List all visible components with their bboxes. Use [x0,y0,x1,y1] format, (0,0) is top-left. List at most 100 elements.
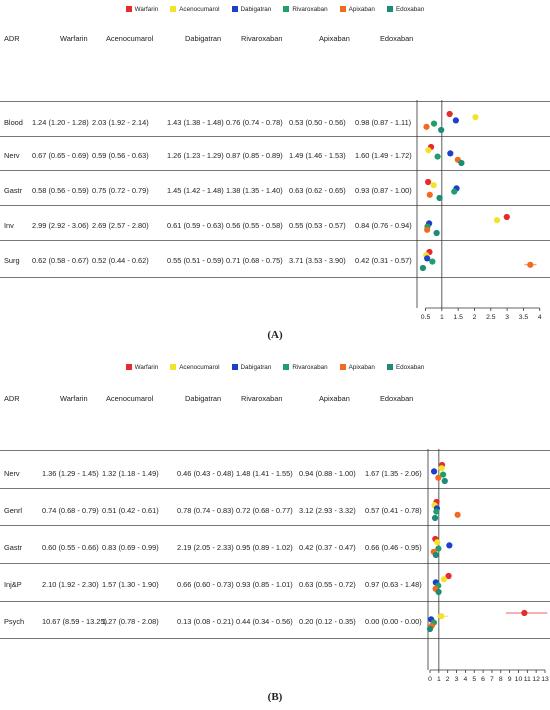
x-tick-label: 5 [472,676,476,683]
column-header: Warfarin [60,394,88,403]
table-cell: 2.69 (2.57 - 2.80) [92,221,149,230]
legend-item-acenocumarol: Acenocumarol [170,360,220,374]
column-header: Apixaban [319,394,350,403]
table-cell: 1.27 (0.78 - 2.08) [102,617,159,626]
legend-label: Rivaroxaban [292,5,328,13]
legend-label: Edoxaban [395,5,425,13]
column-header: Apixaban [319,34,350,43]
table-cell: 1.60 (1.49 - 1.72) [355,151,412,160]
data-point-rivaroxaban [439,471,447,478]
row-label: Genrl [4,506,23,515]
row-label: Inj&P [4,580,22,589]
data-point-apixaban [454,511,461,518]
panel-a: Warfarin Acenocumarol Dabigatran Rivaroxaba… [0,0,550,350]
table-cell: 0.42 (0.37 - 0.47) [299,543,356,552]
table-cell: 0.63 (0.55 - 0.72) [299,580,356,589]
table-cell: 1.32 (1.18 - 1.49) [102,469,159,478]
x-tick-label: 1 [440,314,444,321]
legend-item-apixaban: Apixaban [339,360,375,374]
table-cell: 0.76 (0.74 - 0.78) [226,118,283,127]
x-tick-label: 1 [437,676,441,683]
row-separator [0,525,550,526]
column-header: Rivaroxaban [241,394,283,403]
table-cell: 0.66 (0.46 - 0.95) [365,543,422,552]
data-point-rivaroxaban [429,258,436,265]
row-label: Nerv [4,469,20,478]
row-separator [0,563,550,564]
legend-item-warfarin: Warfarin [125,2,159,16]
legend-item-edoxaban: Edoxaban [386,360,424,374]
column-header: ADR [4,394,20,403]
x-tick-label: 10 [515,676,523,683]
table-cell: 0.57 (0.41 - 0.78) [365,506,422,515]
legend-swatch [339,364,346,370]
legend-swatch [386,6,393,12]
row-label: Gastr [4,543,23,552]
legend-swatch [386,364,393,370]
x-tick-label: 0.5 [421,314,431,321]
data-point-warfarin [445,572,452,580]
table-cell: 10.67 (8.59 - 13.25) [42,617,107,626]
x-tick-label: 2.5 [486,314,496,321]
table-cell: 0.95 (0.89 - 1.02) [236,543,293,552]
legend-swatch [125,364,132,370]
x-tick-label: 4 [463,676,467,683]
legend-swatch [283,6,290,12]
x-tick-label: 12 [532,676,540,683]
x-tick-label: 6 [481,676,485,683]
data-point-acenocumarol [493,217,501,224]
legend-swatch [283,364,290,370]
row-separator [0,488,550,489]
table-cell: 0.62 (0.58 - 0.67) [32,256,89,265]
row-separator [0,205,550,206]
forest-plot: 0.5 1 1.5 2 2.5 3 3.5 4 [416,100,542,321]
data-point-apixaban [527,261,534,268]
table-cell: 0.71 (0.68 - 0.75) [226,256,283,265]
data-point-acenocumarol [472,114,479,121]
legend-label: Dabigatran [240,5,272,13]
table-cell: 3.12 (2.93 - 3.32) [299,506,356,515]
data-point-edoxaban [436,194,443,202]
legend-swatch [125,6,132,12]
legend-item-apixaban: Apixaban [339,2,375,16]
x-tick-label: 3 [455,676,459,683]
x-tick-label: 7 [490,676,494,683]
row-separator [0,601,550,602]
table-cell: 0.78 (0.74 - 0.83) [177,506,234,515]
row-label: Inv [4,221,14,230]
column-header: Acenocumarol [106,34,154,43]
x-tick-label: 8 [499,676,503,683]
table-cell: 0.83 (0.69 - 0.99) [102,543,159,552]
legend: Warfarin Acenocumarol Dabigatran Rivaroxaba… [0,2,550,16]
x-tick-label: 13 [541,676,549,683]
table-cell: 0.58 (0.56 - 0.59) [32,186,89,195]
data-point-acenocumarol [438,465,445,472]
x-tick-label: 2 [473,314,477,321]
data-point-acenocumarol [430,182,437,189]
data-point-apixaban [424,226,431,233]
table-cell: 0.66 (0.60 - 0.73) [177,580,234,589]
data-point-dabigatran [446,542,453,549]
panel-caption: (B) [267,691,283,703]
data-point-edoxaban [431,514,439,522]
table-cell: 1.57 (1.30 - 1.90) [102,580,159,589]
table-cell: 2.99 (2.92 - 3.06) [32,221,89,230]
table-cell: 1.24 (1.20 - 1.28) [32,118,89,127]
row-separator [0,277,550,278]
data-point-edoxaban [433,229,440,237]
x-tick-label: 4 [538,314,542,321]
panel-caption: (A) [267,329,283,341]
table-cell: 0.20 (0.12 - 0.35) [299,617,356,626]
data-point-rivaroxaban [451,188,458,195]
table-cell: 1.36 (1.29 - 1.45) [42,469,99,478]
table-cell: 0.60 (0.55 - 0.66) [42,543,99,552]
legend-label: Warfarin [134,5,159,13]
row-label: Blood [4,118,23,127]
row-label: Surg [4,256,20,265]
table-cell: 0.51 (0.42 - 0.61) [102,506,159,515]
column-header: Dabigatran [185,34,222,43]
table-cell: 0.93 (0.85 - 1.01) [236,580,293,589]
x-tick-label: 11 [524,676,531,683]
data-point-acenocumarol [440,576,447,583]
data-point-dabigatran [452,117,459,124]
